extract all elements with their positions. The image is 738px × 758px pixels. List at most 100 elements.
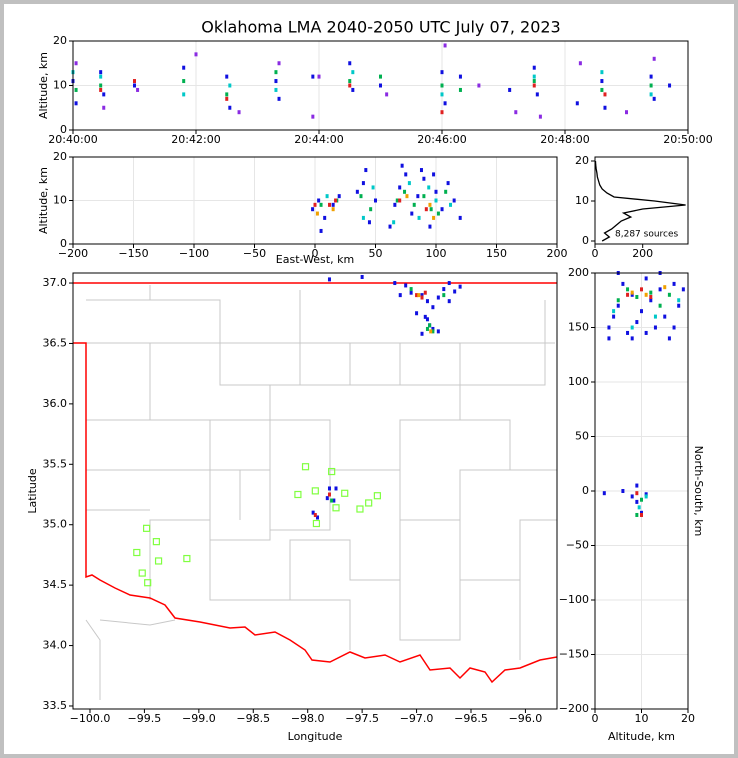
y-tick-label: 0 [60, 123, 67, 136]
point [443, 43, 447, 48]
point [331, 202, 335, 207]
x-tick-label: −50 [243, 247, 266, 260]
y-tick-label: 100 [568, 375, 589, 388]
point [371, 185, 375, 190]
point [458, 87, 462, 92]
point [379, 74, 382, 79]
point [334, 198, 338, 203]
point [99, 83, 103, 88]
point [440, 92, 444, 97]
point [626, 292, 630, 297]
y-tick-label: 150 [568, 321, 589, 334]
point [440, 83, 444, 88]
point [640, 287, 643, 292]
x-tick-label: −96.5 [454, 712, 488, 725]
point [677, 303, 681, 308]
point [429, 207, 433, 212]
point [427, 185, 431, 190]
point [423, 290, 427, 295]
point [311, 74, 315, 79]
point [133, 83, 136, 88]
point [331, 207, 335, 212]
point [436, 329, 440, 334]
point [361, 215, 365, 220]
point [317, 74, 321, 79]
point [446, 181, 450, 186]
x-tick-label: 200 [547, 247, 568, 260]
point [379, 83, 382, 88]
axes-frame [594, 156, 689, 245]
x-tick-label: 20:48:00 [540, 133, 589, 146]
point [337, 194, 341, 199]
point [404, 283, 408, 288]
point [341, 489, 349, 497]
point [294, 490, 302, 499]
point [653, 325, 657, 330]
point [385, 92, 389, 97]
x-tick-label: −97.0 [400, 712, 434, 725]
y-tick-label: −100 [559, 593, 589, 606]
point [419, 168, 423, 173]
y-tick-label: 36.5 [43, 336, 68, 349]
point [616, 303, 620, 308]
point [652, 56, 656, 61]
point [626, 330, 630, 335]
point [373, 492, 381, 500]
y-tick-label: 0 [582, 234, 589, 247]
x-tick-label: 20:40:00 [48, 133, 97, 146]
point [625, 110, 628, 115]
point [630, 292, 634, 297]
point [328, 467, 336, 476]
point [649, 83, 653, 88]
y-tick-label: 20 [53, 34, 67, 47]
point [428, 224, 432, 229]
point [348, 79, 352, 84]
point [429, 329, 433, 334]
point [183, 554, 191, 563]
y-tick-label: 0 [60, 237, 67, 250]
point [440, 207, 444, 212]
y-tick-label: 10 [53, 79, 67, 92]
point [442, 293, 446, 298]
y-tick-label: 34.5 [43, 578, 68, 591]
point [405, 194, 409, 199]
point [532, 74, 536, 79]
point [369, 207, 373, 212]
point [444, 189, 448, 194]
point [327, 486, 331, 491]
point [447, 299, 451, 304]
y-tick-label: 36.0 [43, 397, 68, 410]
point [635, 294, 639, 299]
x-axis-label: Altitude, km [608, 730, 675, 743]
point [225, 92, 229, 97]
y-tick-label: −50 [566, 539, 589, 552]
x-tick-label: −99.5 [128, 712, 162, 725]
point [630, 290, 634, 295]
point [658, 303, 662, 308]
point [420, 295, 424, 300]
y-tick-label: 37.0 [43, 276, 68, 289]
axes-frame [72, 272, 558, 710]
point [458, 215, 462, 220]
point [658, 287, 662, 292]
point [640, 512, 643, 517]
point [425, 326, 429, 331]
point [311, 207, 315, 212]
annotation: 8,287 sources [615, 230, 679, 240]
point [409, 287, 413, 292]
point [644, 494, 648, 499]
y-tick-label: 20 [53, 150, 67, 163]
axes-frame [72, 156, 558, 245]
point [644, 330, 648, 335]
chart-title: Oklahoma LMA 2040-2050 UTC July 07, 2023 [201, 18, 560, 37]
point [332, 504, 340, 512]
point [319, 228, 323, 233]
point [663, 314, 667, 319]
point [677, 298, 681, 303]
point [228, 105, 232, 110]
point [74, 61, 78, 66]
x-tick-label: 100 [426, 247, 447, 260]
point [630, 494, 634, 499]
point [603, 92, 607, 97]
